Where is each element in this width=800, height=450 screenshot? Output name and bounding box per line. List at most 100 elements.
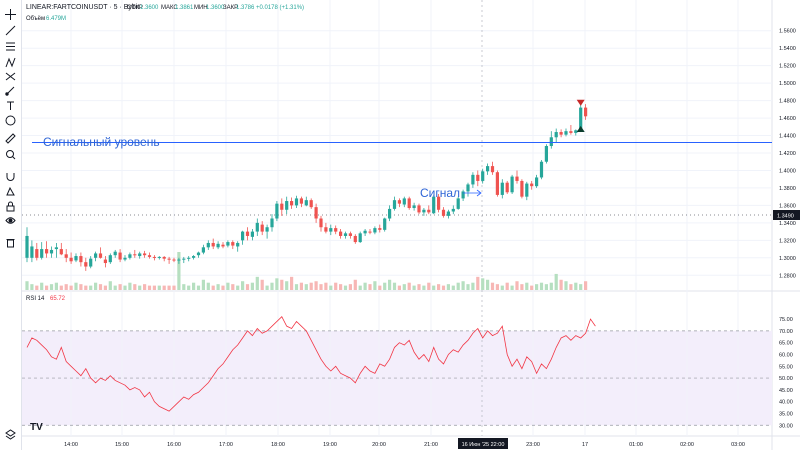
candle-body [299,198,303,204]
volume-bar [241,281,245,290]
candle-body [437,196,441,210]
volume-bar [515,281,519,290]
candle-body [564,131,568,135]
rsi-tick-label: 75.00 [779,317,793,323]
sell-marker [576,99,585,106]
time-cursor-label: 16 Июн '25 22:00 [462,442,505,448]
candle-body [113,251,117,256]
candle-body [339,231,343,236]
volume-bar [143,284,147,290]
volume-bar [30,284,34,290]
volume-bar [45,285,49,290]
symbol-name: LINEAR:FARTCOINUSDT · 5 · Bybit [26,4,139,11]
rsi-line [26,316,596,412]
layers-icon[interactable] [3,428,18,441]
time-tick-label: 17 [582,442,588,448]
candle-body [260,224,264,232]
brush-icon[interactable] [3,84,18,97]
volume-bar [172,285,176,290]
volume-bar [461,281,465,290]
candle-body [476,174,480,181]
volume-bar [402,284,406,290]
candle-body [486,166,490,172]
emoji-icon[interactable] [3,114,18,127]
text-icon[interactable] [3,99,18,112]
time-tick-label: 15:00 [115,442,129,448]
signal-label[interactable]: Сигнал [420,186,460,200]
candle-body [118,252,122,260]
volume-bar [299,282,303,290]
candle-body [535,177,539,187]
volume-bar [358,285,362,290]
high-label: МАКС [161,5,178,11]
candle-body [417,205,421,213]
volume-bar [79,284,83,290]
candle-body [378,228,382,230]
chart-area[interactable]: 1.5600 1.5400 1.5200 1.5000 1.4800 1.4600 1.44… [22,0,800,450]
time-tick-label: 14:00 [64,442,78,448]
volume-bar [216,284,220,290]
lock-icon[interactable] [3,200,18,213]
volume-bar [554,273,558,290]
lock-drawing-icon[interactable] [3,185,18,198]
volume-bar [236,285,240,290]
candle-body [216,243,220,248]
candle-body [206,242,210,248]
pattern-icon[interactable] [3,56,18,69]
volume-bar [339,284,343,290]
volume-bar [59,285,63,290]
eye-icon[interactable] [3,214,18,227]
ruler-icon[interactable] [3,132,18,145]
crosshair-icon[interactable] [3,8,18,21]
candle-body [69,257,73,262]
candle-body [319,218,323,228]
time-tick-label: 23:00 [526,442,540,448]
low-value: 1.3600 [206,5,225,11]
candle-body [30,246,34,258]
trend-line-icon[interactable] [3,24,18,37]
candle-body [211,242,215,247]
volume-bar [280,279,284,290]
zoom-icon[interactable] [3,148,18,161]
fib-icon[interactable] [3,40,18,53]
candle-body [255,222,259,232]
volume-bar [245,284,250,290]
volume-bar [437,284,441,290]
candle-body [358,233,362,243]
volume-bar [417,284,421,290]
candle-body [412,205,416,209]
candle-body [495,172,499,195]
volume-bar [579,284,583,290]
candle-body [35,249,39,258]
candle-body [192,256,196,258]
volume-bar [392,282,397,290]
measure-icon[interactable] [3,70,18,83]
high-value: 1.3861 [175,5,194,11]
candle-body [520,180,524,197]
signal-level-label[interactable]: Сигнальный уровень [43,135,160,149]
candle-body [290,201,294,206]
candle-body [388,208,392,219]
candle-body [451,208,455,212]
candle-body [544,146,548,162]
candle-body [138,253,142,257]
volume-bar [539,282,544,290]
candle-body [226,242,230,246]
price-tick-label: 1.3600 [779,203,796,209]
volume-bar [182,284,186,290]
volume-bar [446,284,450,290]
candle-body [348,233,352,236]
volume-bar [275,278,279,290]
candle-body [280,203,284,210]
volume-bar [84,285,88,290]
candle-body [466,184,470,192]
candle-body [363,230,367,234]
candle-body [353,235,357,243]
rsi-tick-label: 45.00 [779,388,793,394]
volume-bar [35,285,39,290]
volume-bar [353,279,357,290]
volume-bar [564,281,568,290]
candle-body [505,182,509,193]
trash-icon[interactable] [3,236,18,249]
magnet-icon[interactable] [3,170,18,183]
